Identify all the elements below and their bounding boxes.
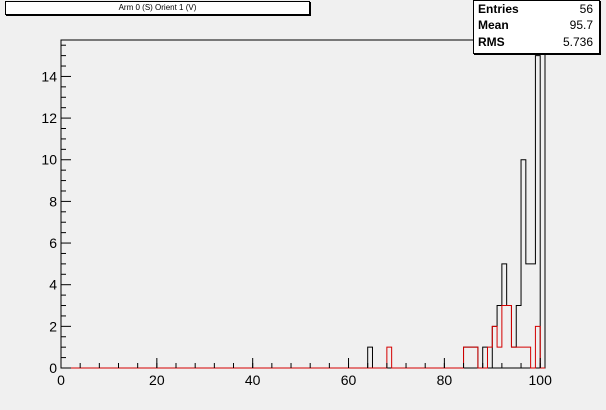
histogram-series-2 [61, 305, 545, 369]
y-tick-label: 14 [41, 68, 57, 84]
stat-row-rms: RMS 5.736 [478, 34, 593, 50]
y-tick-label: 12 [41, 110, 57, 126]
x-tick-label: 40 [245, 372, 261, 388]
stat-row-mean: Mean 95.7 [478, 17, 593, 33]
stat-value: 56 [579, 2, 593, 16]
y-tick-label: 2 [49, 318, 57, 334]
y-tick-label: 10 [41, 152, 57, 168]
y-tick-label: 6 [49, 235, 57, 251]
stat-label: RMS [478, 35, 505, 49]
stat-label: Entries [478, 2, 519, 16]
histogram-title: Arm 0 (S) Orient 1 (V) [118, 3, 197, 12]
x-tick-label: 80 [437, 372, 453, 388]
y-tick-label: 8 [49, 193, 57, 209]
x-tick-label: 0 [57, 372, 65, 388]
y-tick-label: 0 [49, 360, 57, 376]
x-tick-label: 100 [529, 372, 553, 388]
stat-value: 95.7 [569, 18, 593, 32]
plot-frame [60, 39, 546, 369]
x-tick-label: 20 [149, 372, 165, 388]
x-tick-label: 60 [341, 372, 357, 388]
histogram-title-box: Arm 0 (S) Orient 1 (V) [5, 1, 310, 15]
y-tick-label: 4 [49, 277, 57, 293]
stat-label: Mean [478, 18, 509, 32]
stat-row-entries: Entries 56 [478, 1, 593, 17]
histogram-series-1 [61, 55, 545, 369]
stat-value: 5.736 [562, 35, 593, 49]
statistics-box: Entries 56 Mean 95.7 RMS 5.736 [473, 0, 600, 54]
